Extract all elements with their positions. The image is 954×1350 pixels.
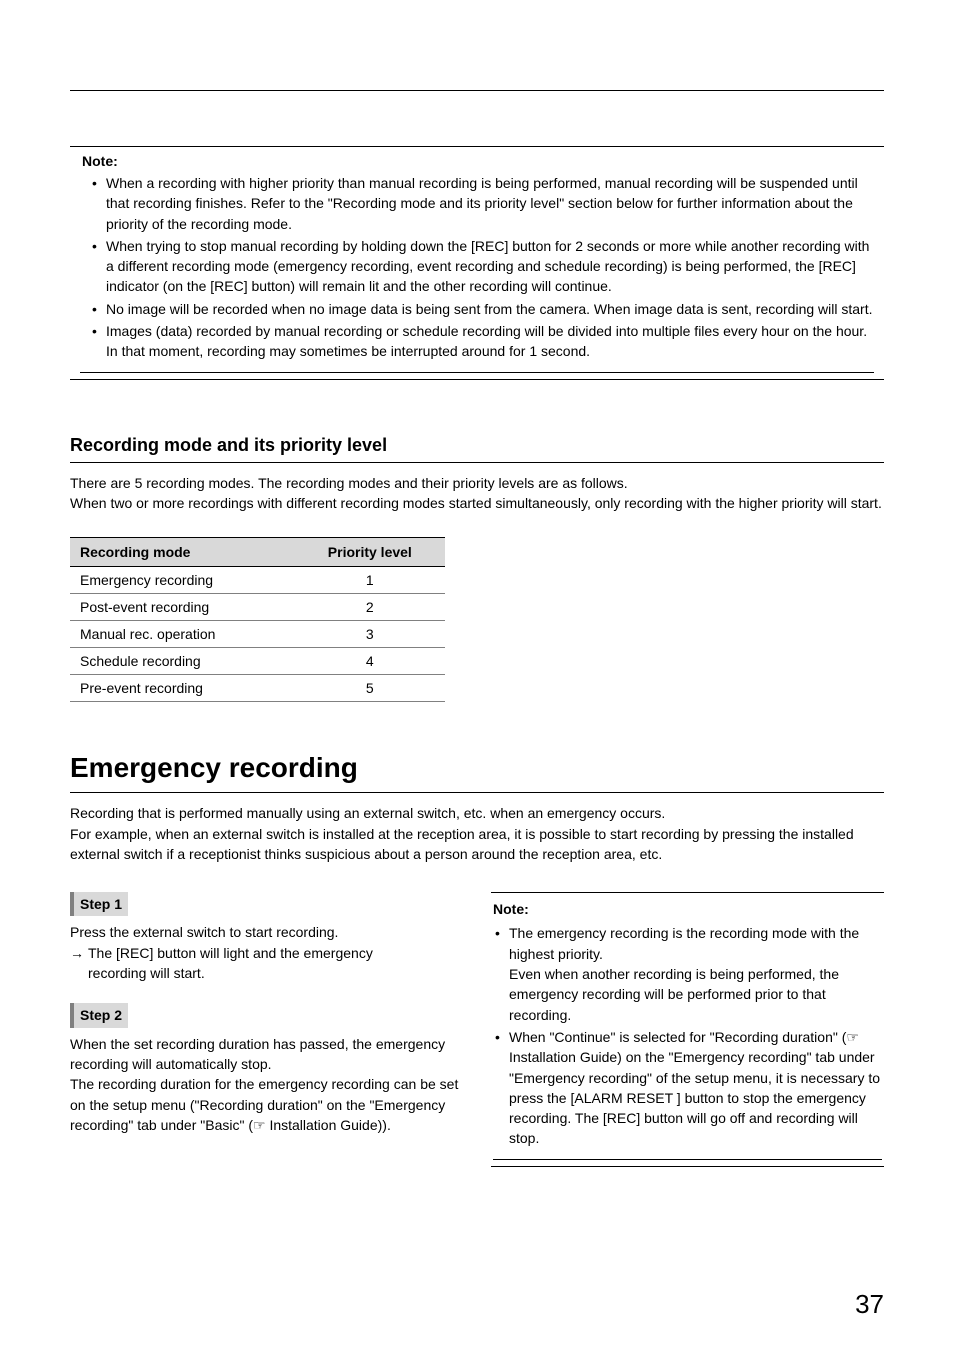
note-side-list: The emergency recording is the recording…	[493, 923, 882, 1148]
table-row: Pre-event recording5	[70, 675, 445, 702]
page-number: 37	[855, 1289, 884, 1320]
step-text: When the set recording duration has pass…	[70, 1034, 463, 1075]
table-cell-mode: Schedule recording	[70, 648, 295, 675]
section-paragraph: There are 5 recording modes. The recordi…	[70, 473, 884, 514]
priority-table: Recording mode Priority level Emergency …	[70, 537, 445, 702]
top-horizontal-rule	[70, 90, 884, 91]
page-content: Note: When a recording with higher prior…	[0, 0, 954, 1227]
two-column-layout: Step 1 Press the external switch to star…	[70, 892, 884, 1167]
note-box-top: Note: When a recording with higher prior…	[70, 146, 884, 380]
table-cell-level: 5	[295, 675, 445, 702]
table-head-mode: Recording mode	[70, 538, 295, 567]
step-arrow-line: The [REC] button will light and the emer…	[70, 943, 463, 963]
table-row: Emergency recording1	[70, 567, 445, 594]
note-box-inner: Note: When a recording with higher prior…	[80, 153, 874, 373]
spacer	[70, 983, 463, 1003]
table-head-priority: Priority level	[295, 538, 445, 567]
left-column: Step 1 Press the external switch to star…	[70, 892, 463, 1167]
step-arrow-text: The [REC] button will light and the emer…	[88, 945, 373, 961]
step-label: Step 2	[70, 1003, 128, 1027]
step-label: Step 1	[70, 892, 128, 916]
section-paragraph: Recording that is performed manually usi…	[70, 803, 884, 864]
table-cell-mode: Emergency recording	[70, 567, 295, 594]
note-bullet: When trying to stop manual recording by …	[92, 236, 874, 297]
table-cell-mode: Pre-event recording	[70, 675, 295, 702]
right-column: Note: The emergency recording is the rec…	[491, 892, 884, 1167]
note-bullet-text: The emergency recording is the recording…	[509, 925, 859, 961]
note-bullet: The emergency recording is the recording…	[495, 923, 882, 1024]
note-bullet-text: Even when another recording is being per…	[509, 966, 839, 1023]
table-cell-mode: Manual rec. operation	[70, 621, 295, 648]
table-cell-level: 1	[295, 567, 445, 594]
note-title: Note:	[493, 899, 882, 919]
section-heading: Recording mode and its priority level	[70, 435, 884, 456]
step-text: Press the external switch to start recor…	[70, 922, 463, 942]
table-cell-mode: Post-event recording	[70, 594, 295, 621]
table-row: Manual rec. operation3	[70, 621, 445, 648]
heading-rule	[70, 462, 884, 463]
table-row: Post-event recording2	[70, 594, 445, 621]
table-cell-level: 3	[295, 621, 445, 648]
table-head-row: Recording mode Priority level	[70, 538, 445, 567]
note-bullet: When "Continue" is selected for "Recordi…	[495, 1027, 882, 1149]
note-bullet: When a recording with higher priority th…	[92, 173, 874, 234]
table-cell-level: 2	[295, 594, 445, 621]
section-heading-large: Emergency recording	[70, 752, 884, 784]
table-row: Schedule recording4	[70, 648, 445, 675]
note-title: Note:	[80, 153, 874, 169]
note-bullet: No image will be recorded when no image …	[92, 299, 874, 319]
table-cell-level: 4	[295, 648, 445, 675]
note-box-side: Note: The emergency recording is the rec…	[491, 892, 884, 1167]
note-box-side-inner: Note: The emergency recording is the rec…	[493, 899, 882, 1160]
heading-rule	[70, 792, 884, 793]
step-text: The recording duration for the emergency…	[70, 1074, 463, 1135]
note-bullet: Images (data) recorded by manual recordi…	[92, 321, 874, 362]
note-bullet-list: When a recording with higher priority th…	[80, 173, 874, 362]
step-indent-text: recording will start.	[70, 963, 463, 983]
